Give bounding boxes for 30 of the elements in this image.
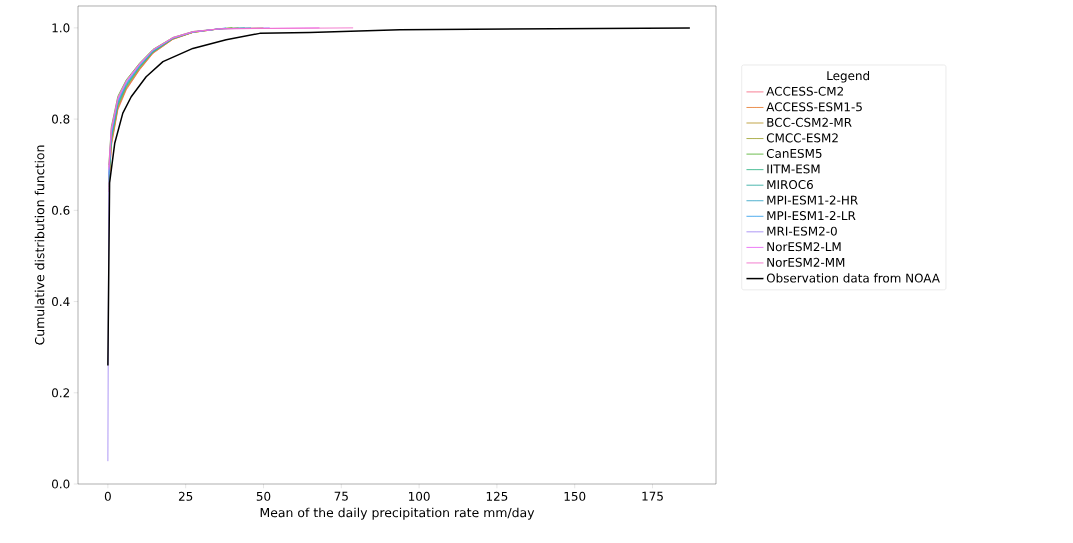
y-tick-label: 0.2 (52, 388, 70, 398)
legend-label: ACCESS-ESM1-5 (766, 102, 862, 112)
legend-label: CanESM5 (766, 148, 822, 158)
x-tick-label: 25 (178, 491, 193, 501)
legend-label: MRI-ESM2-0 (767, 226, 837, 236)
y-tick-label: 0.4 (52, 297, 70, 307)
x-tick-label: 100 (409, 491, 430, 501)
legend-label: ACCESS-CM2 (766, 86, 843, 96)
legend-label: MIROC6 (767, 180, 813, 190)
y-axis-title: Cumulative distribution function (34, 145, 45, 345)
y-tick-label: 0.6 (52, 205, 70, 215)
legend-label: NorESM2-LM (767, 242, 841, 252)
x-tick-label: 0 (104, 491, 111, 501)
x-tick-label: 150 (564, 491, 586, 501)
y-tick-label: 0.8 (52, 114, 70, 124)
y-tick-label: 1.0 (52, 23, 70, 33)
legend-title: Legend (827, 70, 870, 83)
x-tick-label: 125 (486, 491, 508, 501)
x-axis-title: Mean of the daily precipitation rate mm/day (260, 507, 535, 520)
x-tick-label: 50 (256, 491, 271, 501)
legend-label: NorESM2-MM (767, 257, 845, 267)
legend-label: MPI-ESM1-2-LR (767, 211, 856, 221)
y-tick-label: 0.0 (52, 479, 70, 489)
legend-label: IITM-ESM (767, 164, 820, 174)
legend-label: MPI-ESM1-2-HR (767, 195, 858, 205)
legend-label: Observation data from NOAA (766, 273, 940, 283)
x-tick-label: 175 (642, 491, 663, 501)
legend-label: BCC-CSM2-MR (767, 117, 852, 127)
x-tick-label: 75 (334, 491, 348, 501)
legend-label: CMCC-ESM2 (766, 133, 838, 143)
